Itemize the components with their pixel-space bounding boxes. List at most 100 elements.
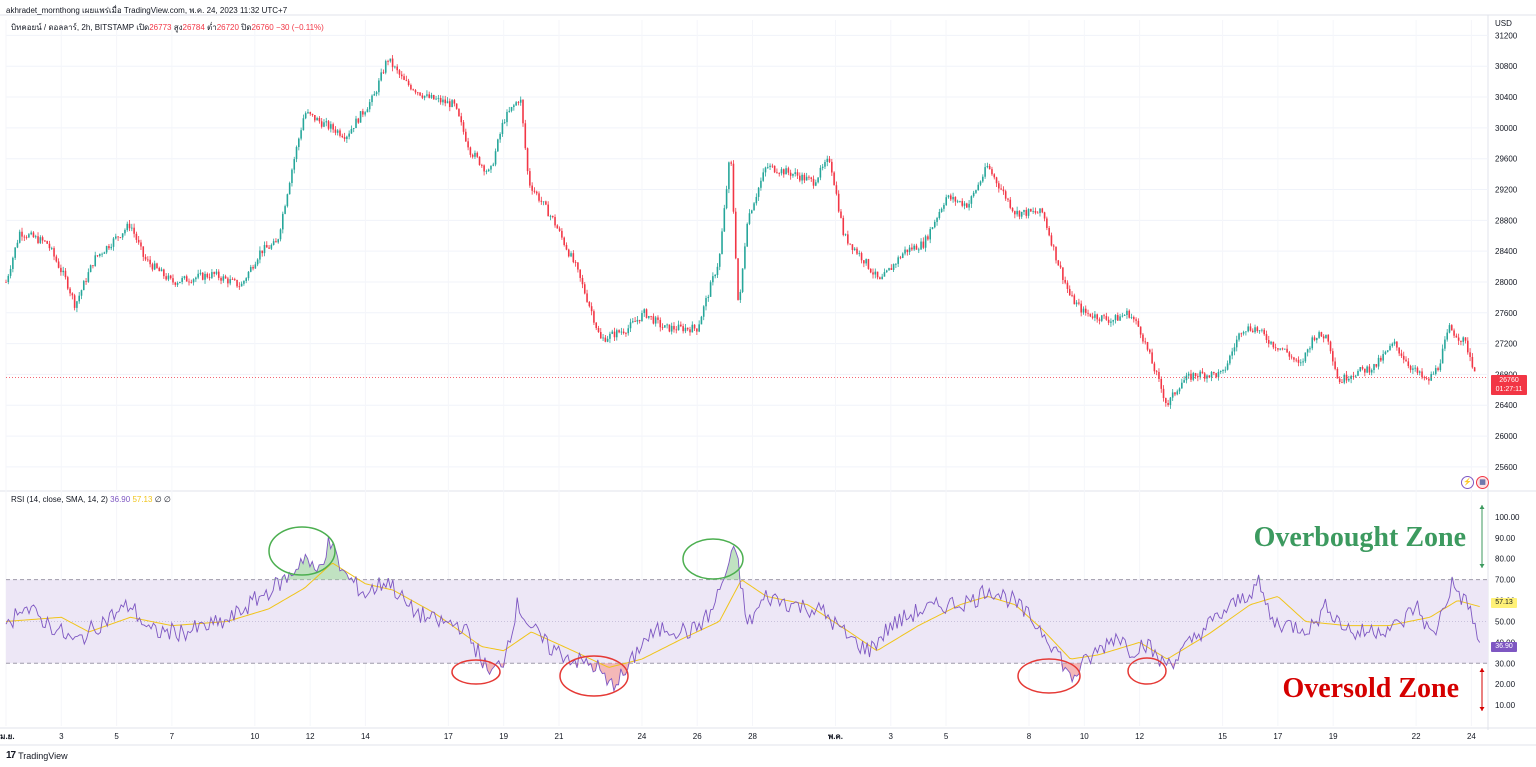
candle-body	[1402, 355, 1405, 360]
candle-body	[917, 249, 920, 251]
candle-body	[1274, 347, 1277, 349]
price-tick-label: 26400	[1495, 401, 1518, 410]
candle-body	[686, 327, 689, 330]
candle-body	[410, 85, 412, 90]
candle-body	[89, 265, 92, 273]
time-tick-label: 10	[1080, 732, 1089, 741]
candle-body	[963, 203, 966, 206]
candle-body	[913, 245, 915, 250]
candle-body	[1016, 210, 1018, 215]
oversold-highlight-circle	[1127, 657, 1167, 685]
candle-body	[535, 191, 538, 194]
current-price-value: 26760	[1499, 377, 1519, 384]
candle-body	[135, 233, 138, 240]
price-tick-label: 28800	[1495, 216, 1518, 225]
candle-body	[323, 122, 325, 127]
candle-body	[1405, 359, 1407, 362]
candle-body	[153, 263, 156, 270]
candle-body	[1224, 369, 1227, 371]
candle-body	[1277, 348, 1279, 350]
candle-body	[943, 204, 945, 209]
candle-body	[1217, 371, 1220, 378]
candle-body	[933, 221, 936, 228]
candle-body	[698, 324, 700, 332]
rsi-value: 36.90	[110, 495, 131, 504]
candle-body	[762, 172, 765, 181]
candle-body	[389, 58, 392, 62]
candle-body	[645, 309, 648, 318]
candle-body	[1251, 330, 1254, 333]
time-tick-label: 28	[748, 732, 757, 741]
candle-body	[1418, 371, 1421, 373]
candle-body	[1187, 373, 1190, 376]
candle-body	[211, 272, 213, 278]
lightning-icon[interactable]: ⚡	[1461, 476, 1474, 489]
candle-body	[117, 236, 119, 238]
candle-body	[227, 278, 229, 284]
candle-body	[407, 80, 410, 86]
candle-body	[396, 66, 398, 71]
candle-body	[437, 97, 440, 99]
candle-body	[968, 203, 970, 208]
candle-body	[1473, 367, 1476, 372]
overbought-zone-label: Overbought Zone	[1254, 522, 1466, 553]
footer-brand-label: TradingView	[18, 750, 68, 761]
candle-body	[1325, 334, 1327, 339]
candle-body	[1032, 210, 1034, 212]
candle-body	[936, 217, 938, 222]
candle-body	[126, 223, 129, 230]
candle-body	[53, 248, 55, 257]
candle-body	[1235, 339, 1238, 348]
candle-body	[1153, 363, 1156, 372]
candle-body	[782, 169, 785, 175]
candle-body	[309, 112, 312, 114]
candle-body	[142, 246, 145, 257]
candle-body	[796, 172, 799, 176]
candle-body	[55, 256, 58, 262]
candle-body	[1183, 380, 1185, 383]
candle-body	[565, 244, 568, 250]
candle-body	[1171, 392, 1174, 398]
candle-body	[416, 92, 419, 94]
candle-body	[705, 298, 707, 307]
candle-body	[1192, 373, 1195, 380]
candle-body	[693, 324, 696, 329]
candle-body	[1190, 373, 1192, 380]
candle-body	[1064, 280, 1066, 283]
candle-body	[1039, 208, 1041, 214]
candle-body	[817, 177, 819, 183]
rsi-legend[interactable]: RSI (14, close, SMA, 14, 2) 36.90 57.13 …	[11, 495, 171, 504]
candle-body	[474, 152, 476, 157]
candle-body	[172, 278, 174, 283]
close-value: 26760	[251, 23, 274, 32]
candle-body	[131, 227, 133, 229]
candle-body	[1137, 320, 1140, 327]
footer-brand[interactable]: 17 TradingView	[6, 750, 68, 761]
candle-body	[874, 271, 877, 275]
candle-body	[1174, 392, 1176, 395]
candle-body	[657, 317, 659, 320]
us-flag-icon[interactable]: ▦	[1476, 476, 1489, 489]
symbol-description[interactable]: บิทคอยน์ / ดอลลาร์, 2h, BITSTAMP	[11, 23, 134, 32]
candle-body	[721, 231, 723, 254]
candle-body	[1288, 352, 1291, 357]
candle-body	[1393, 341, 1396, 344]
candle-body	[487, 169, 490, 172]
candle-body	[478, 156, 481, 165]
currency-label: USD	[1495, 19, 1512, 28]
candle-body	[1034, 210, 1037, 213]
candle-body	[869, 268, 872, 273]
candle-body	[1348, 378, 1350, 381]
time-tick-label: 14	[361, 732, 370, 741]
candle-body	[368, 102, 371, 110]
candle-body	[1160, 378, 1163, 389]
candle-body	[1354, 375, 1357, 377]
candle-body	[1345, 374, 1348, 381]
candle-body	[421, 95, 424, 98]
candle-body	[979, 181, 982, 185]
candle-body	[1400, 353, 1403, 356]
candle-body	[787, 168, 790, 173]
candle-body	[611, 331, 614, 334]
candle-body	[1460, 340, 1462, 342]
candle-body	[291, 169, 293, 184]
